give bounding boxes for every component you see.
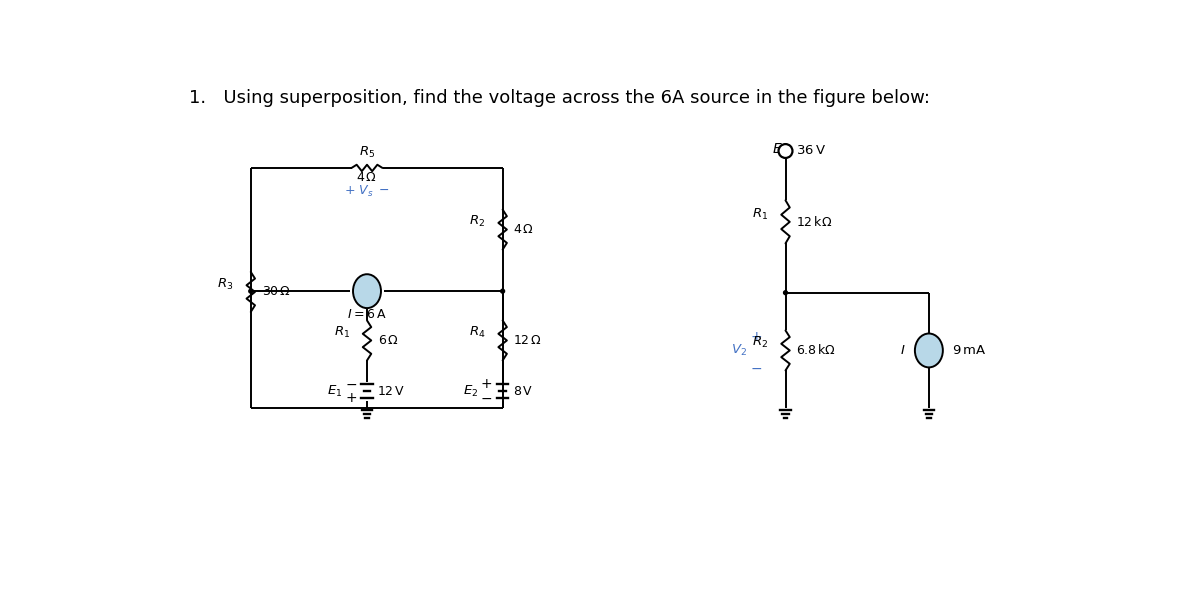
Text: $12\,\mathrm{V}$: $12\,\mathrm{V}$	[377, 385, 406, 398]
Text: $R_4$: $R_4$	[469, 325, 486, 340]
Text: $V_2$: $V_2$	[731, 343, 746, 358]
Text: $R_3$: $R_3$	[217, 277, 234, 292]
Ellipse shape	[914, 333, 943, 367]
Text: $E_2$: $E_2$	[462, 384, 478, 399]
Text: $E_1$: $E_1$	[326, 384, 342, 399]
Circle shape	[779, 144, 792, 158]
Text: $-$: $-$	[480, 391, 492, 405]
Text: $R_1$: $R_1$	[752, 207, 768, 222]
Text: $R_2$: $R_2$	[469, 214, 486, 230]
Text: $I$: $I$	[900, 344, 906, 357]
Ellipse shape	[353, 274, 380, 308]
Text: $R_2$: $R_2$	[752, 335, 768, 350]
Text: $12\,\mathrm{k}\Omega$: $12\,\mathrm{k}\Omega$	[797, 215, 833, 229]
Text: $R_5$: $R_5$	[359, 145, 376, 160]
Text: $8\,\mathrm{V}$: $8\,\mathrm{V}$	[512, 385, 533, 398]
Text: $-$: $-$	[750, 361, 762, 374]
Text: $R_1$: $R_1$	[334, 325, 350, 340]
Circle shape	[500, 289, 504, 293]
Text: $12\,\Omega$: $12\,\Omega$	[514, 334, 542, 347]
Circle shape	[248, 289, 253, 293]
Text: $4\,\Omega$: $4\,\Omega$	[356, 172, 378, 184]
Text: $9\,\mathrm{mA}$: $9\,\mathrm{mA}$	[952, 344, 986, 357]
Text: $+\ V_s\ -$: $+\ V_s\ -$	[344, 184, 390, 199]
Text: $36\,\mathrm{V}$: $36\,\mathrm{V}$	[797, 144, 827, 157]
Text: $E$: $E$	[772, 142, 782, 156]
Text: $+$: $+$	[480, 378, 492, 391]
Text: $-$: $-$	[344, 378, 356, 391]
Circle shape	[784, 291, 787, 295]
Text: $6\,\Omega$: $6\,\Omega$	[378, 334, 398, 347]
Text: $+$: $+$	[344, 391, 356, 405]
Text: $+$: $+$	[750, 330, 762, 344]
Text: $4\,\Omega$: $4\,\Omega$	[514, 223, 534, 236]
Text: $I = 6\,\mathrm{A}$: $I = 6\,\mathrm{A}$	[347, 308, 386, 321]
Text: $6.8\,\mathrm{k}\Omega$: $6.8\,\mathrm{k}\Omega$	[797, 344, 836, 358]
Text: $30\,\Omega$: $30\,\Omega$	[262, 286, 290, 298]
Text: 1.   Using superposition, find the voltage across the 6A source in the figure be: 1. Using superposition, find the voltage…	[188, 89, 930, 108]
